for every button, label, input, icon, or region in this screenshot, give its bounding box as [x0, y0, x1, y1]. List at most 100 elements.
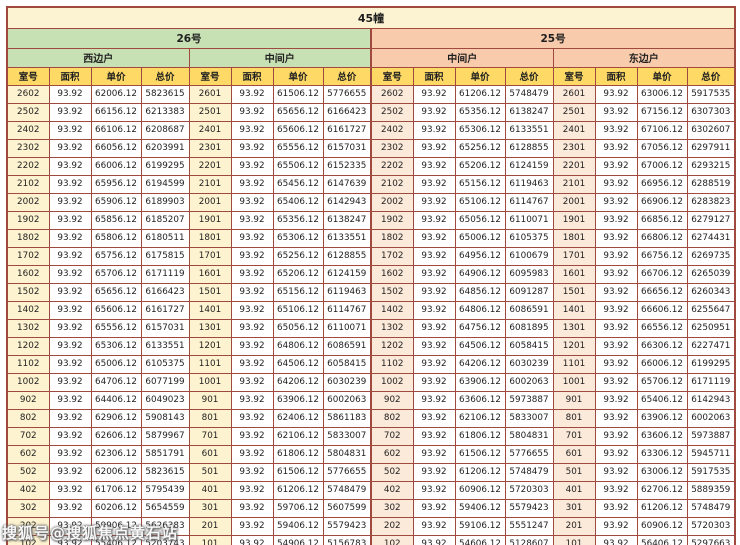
room-cell: 2302 — [6, 138, 50, 158]
unit-price-cell: 62006.12 — [90, 84, 142, 104]
area-cell: 93.92 — [594, 390, 638, 410]
total-price-cell: 5748479 — [686, 498, 736, 518]
column-header: 单价 — [90, 66, 142, 86]
area-cell: 93.92 — [48, 246, 92, 266]
unit-type-row: 西边户 中间户 中间户 东边户 — [6, 47, 736, 68]
total-price-cell: 5654559 — [140, 498, 190, 518]
unit-price-cell: 64906.12 — [454, 264, 506, 284]
room-cell: 1901 — [188, 210, 232, 230]
area-cell: 93.92 — [412, 102, 456, 122]
unit-price-cell: 65256.12 — [454, 138, 506, 158]
total-price-cell: 5833007 — [504, 408, 554, 428]
room-cell: 1501 — [188, 282, 232, 302]
unit-price-cell: 65056.12 — [454, 210, 506, 230]
area-cell: 93.92 — [594, 480, 638, 500]
watermark: 搜狐号@搜狐焦点黄石站 — [2, 524, 179, 542]
area-cell: 93.92 — [412, 210, 456, 230]
unit-price-cell: 64806.12 — [454, 300, 506, 320]
area-cell: 93.92 — [594, 84, 638, 104]
total-price-cell: 6293215 — [686, 156, 736, 176]
table-row: 902 93.92 64406.12 6049023 901 93.92 63906.12 6… — [6, 390, 736, 410]
unit-price-cell: 66806.12 — [636, 228, 688, 248]
room-cell: 2601 — [552, 84, 596, 104]
total-price-cell: 6302607 — [686, 120, 736, 140]
room-cell: 2202 — [6, 156, 50, 176]
table-row: 1602 93.92 65706.12 6171119 1601 93.92 65206.1… — [6, 264, 736, 284]
room-cell: 2601 — [188, 84, 232, 104]
table-row: 2302 93.92 66056.12 6203991 2301 93.92 65556.1… — [6, 138, 736, 158]
room-cell: 2402 — [6, 120, 50, 140]
room-cell: 2501 — [188, 102, 232, 122]
unit-price-cell: 64406.12 — [90, 390, 142, 410]
total-price-cell: 6142943 — [322, 192, 372, 212]
area-cell: 93.92 — [230, 264, 274, 284]
unit-price-cell: 65006.12 — [454, 228, 506, 248]
table-row: 2102 93.92 65956.12 6194599 2101 93.92 65456.1… — [6, 174, 736, 194]
unit-price-cell: 65356.12 — [454, 102, 506, 122]
area-cell: 93.92 — [230, 534, 274, 545]
total-price-cell: 6128855 — [504, 138, 554, 158]
unit-price-cell: 59406.12 — [454, 498, 506, 518]
room-cell: 1702 — [370, 246, 414, 266]
total-price-cell: 5551247 — [504, 516, 554, 536]
area-cell: 93.92 — [230, 498, 274, 518]
unit-price-cell: 62706.12 — [636, 480, 688, 500]
total-price-cell: 5720303 — [686, 516, 736, 536]
area-cell: 93.92 — [230, 210, 274, 230]
unit-price-cell: 66956.12 — [636, 174, 688, 194]
area-cell: 93.92 — [48, 444, 92, 464]
room-cell: 1101 — [188, 354, 232, 374]
area-cell: 93.92 — [594, 156, 638, 176]
room-cell: 402 — [370, 480, 414, 500]
area-cell: 93.92 — [230, 318, 274, 338]
building-title: 45幢 — [6, 6, 736, 29]
total-price-cell: 6114767 — [504, 192, 554, 212]
column-header: 室号 — [370, 66, 414, 86]
unit-price-cell: 59706.12 — [272, 498, 324, 518]
total-price-cell: 6157031 — [322, 138, 372, 158]
table-row: 102 93.92 55406.12 5203743 101 93.92 54906.12 5… — [6, 534, 736, 545]
area-cell: 93.92 — [594, 228, 638, 248]
total-price-cell: 6171119 — [686, 372, 736, 392]
room-cell: 1902 — [370, 210, 414, 230]
unit-price-cell: 65506.12 — [272, 156, 324, 176]
table-row: 1202 93.92 65306.12 6133551 1201 93.92 64806.1… — [6, 336, 736, 356]
total-price-cell: 6269735 — [686, 246, 736, 266]
total-price-cell: 5579423 — [322, 516, 372, 536]
table-row: 2602 93.92 62006.12 5823615 2601 93.92 61506.1… — [6, 84, 736, 104]
area-cell: 93.92 — [48, 318, 92, 338]
unit-price-cell: 65556.12 — [272, 138, 324, 158]
room-cell: 201 — [188, 516, 232, 536]
room-cell: 2102 — [6, 174, 50, 194]
room-cell: 501 — [188, 462, 232, 482]
total-price-cell: 6002063 — [686, 408, 736, 428]
area-cell: 93.92 — [230, 246, 274, 266]
unit-price-cell: 65256.12 — [272, 246, 324, 266]
total-price-cell: 5776655 — [322, 462, 372, 482]
total-price-cell: 6185207 — [140, 210, 190, 230]
total-price-cell: 6119463 — [322, 282, 372, 302]
total-price-cell: 6194599 — [140, 174, 190, 194]
total-price-cell: 5804831 — [504, 426, 554, 446]
area-cell: 93.92 — [412, 192, 456, 212]
total-price-cell: 5908143 — [140, 408, 190, 428]
total-price-cell: 6077199 — [140, 372, 190, 392]
total-price-cell: 6203991 — [140, 138, 190, 158]
room-cell: 1202 — [370, 336, 414, 356]
unit-price-cell: 65456.12 — [272, 174, 324, 194]
building-26-header: 26号 — [6, 27, 372, 49]
total-price-cell: 6274431 — [686, 228, 736, 248]
unit-price-cell: 60206.12 — [90, 498, 142, 518]
room-cell: 2502 — [6, 102, 50, 122]
area-cell: 93.92 — [230, 138, 274, 158]
unit-price-cell: 65556.12 — [90, 318, 142, 338]
room-cell: 1802 — [6, 228, 50, 248]
unit-price-cell: 54906.12 — [272, 534, 324, 545]
room-cell: 301 — [552, 498, 596, 518]
room-cell: 301 — [188, 498, 232, 518]
total-price-cell: 6180511 — [140, 228, 190, 248]
unit-price-cell: 66856.12 — [636, 210, 688, 230]
area-cell: 93.92 — [412, 120, 456, 140]
area-cell: 93.92 — [412, 300, 456, 320]
room-cell: 2302 — [370, 138, 414, 158]
